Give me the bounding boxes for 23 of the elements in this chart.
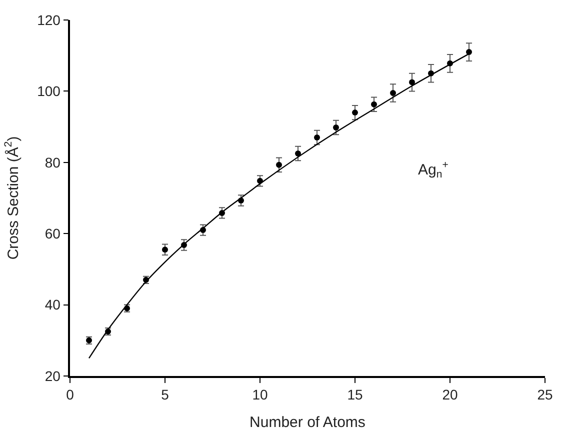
x-tick-label: 20 [442,386,458,403]
point [162,246,168,253]
point [333,124,339,131]
point [276,162,282,168]
x-tick-label: 15 [347,386,363,403]
x-tick-label: 25 [537,386,553,403]
point [295,150,301,156]
y-tick-label: 80 [44,154,61,170]
point [466,49,472,56]
x-tick-label: 5 [161,386,170,403]
x-tick-label: 10 [252,386,268,403]
point [409,79,415,86]
point [371,101,377,108]
y-tick-label: 20 [44,368,61,384]
y-tick-label: 100 [37,83,61,100]
point [352,110,358,116]
point [390,90,396,96]
y-tick-label: 60 [44,226,61,242]
x-axis-title: Number of Atoms [250,414,366,432]
y-tick-label: 40 [44,296,61,313]
point [314,134,320,140]
x-tick-label: 0 [66,386,74,403]
y-tick-label: 120 [37,12,61,28]
